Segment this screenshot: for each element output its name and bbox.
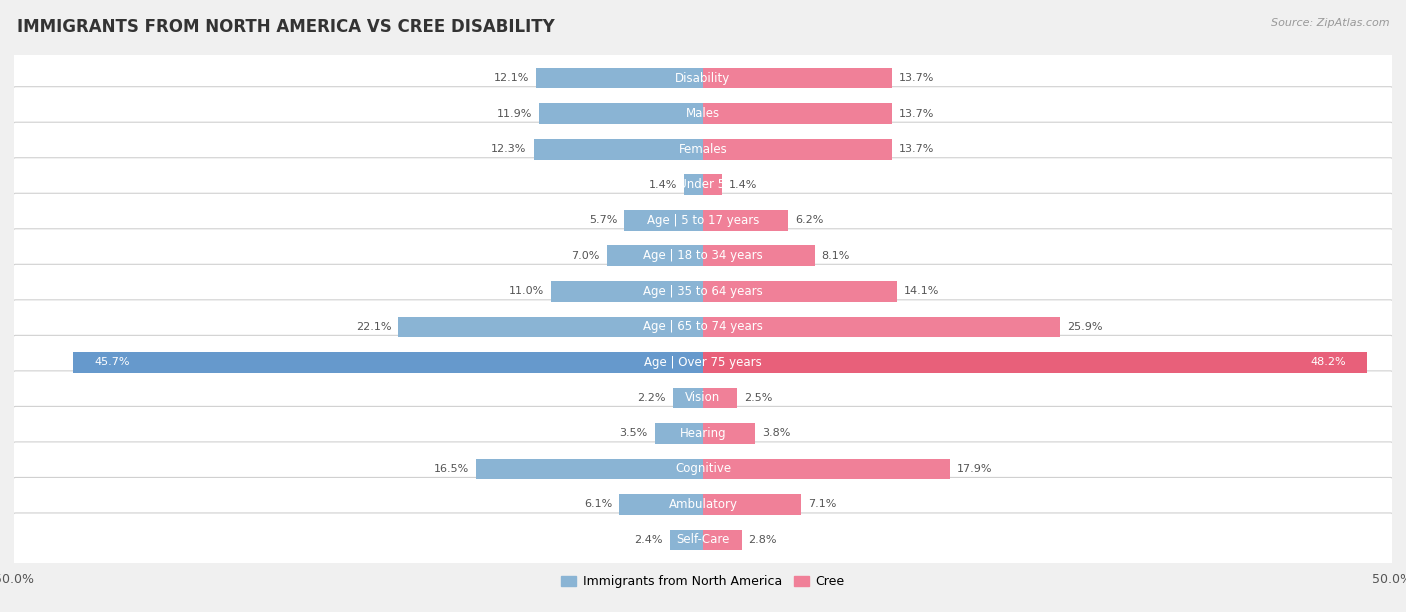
Text: 2.4%: 2.4% xyxy=(634,535,664,545)
Bar xyxy=(655,423,703,444)
Bar xyxy=(703,316,1060,337)
FancyBboxPatch shape xyxy=(11,229,1395,283)
Text: 45.7%: 45.7% xyxy=(94,357,129,367)
Bar xyxy=(703,387,738,408)
Text: 13.7%: 13.7% xyxy=(898,73,934,83)
Text: 22.1%: 22.1% xyxy=(356,322,392,332)
FancyBboxPatch shape xyxy=(11,513,1395,567)
Text: 6.1%: 6.1% xyxy=(583,499,612,509)
Text: Age | Over 75 years: Age | Over 75 years xyxy=(644,356,762,369)
Text: 11.9%: 11.9% xyxy=(496,109,531,119)
Text: IMMIGRANTS FROM NORTH AMERICA VS CREE DISABILITY: IMMIGRANTS FROM NORTH AMERICA VS CREE DI… xyxy=(17,18,554,36)
Bar xyxy=(73,352,703,373)
Text: 2.5%: 2.5% xyxy=(744,393,773,403)
Text: 14.1%: 14.1% xyxy=(904,286,939,296)
Bar xyxy=(703,68,891,89)
Text: 13.7%: 13.7% xyxy=(898,109,934,119)
FancyBboxPatch shape xyxy=(11,264,1395,318)
Bar xyxy=(703,494,801,515)
FancyBboxPatch shape xyxy=(11,477,1395,531)
Bar xyxy=(536,68,703,89)
Text: 1.4%: 1.4% xyxy=(730,180,758,190)
Text: 17.9%: 17.9% xyxy=(956,464,993,474)
FancyBboxPatch shape xyxy=(11,406,1395,460)
Text: Males: Males xyxy=(686,107,720,120)
FancyBboxPatch shape xyxy=(11,371,1395,425)
FancyBboxPatch shape xyxy=(11,442,1395,496)
Text: Age | 18 to 34 years: Age | 18 to 34 years xyxy=(643,249,763,263)
Text: Source: ZipAtlas.com: Source: ZipAtlas.com xyxy=(1271,18,1389,28)
Text: Hearing: Hearing xyxy=(679,427,727,440)
Text: Self-Care: Self-Care xyxy=(676,534,730,547)
Text: 16.5%: 16.5% xyxy=(433,464,468,474)
Bar xyxy=(703,281,897,302)
Text: 6.2%: 6.2% xyxy=(796,215,824,225)
Bar xyxy=(703,210,789,231)
FancyBboxPatch shape xyxy=(11,51,1395,105)
Bar xyxy=(703,245,814,266)
Text: Age | Under 5 years: Age | Under 5 years xyxy=(644,178,762,191)
Bar xyxy=(703,139,891,160)
FancyBboxPatch shape xyxy=(11,335,1395,389)
Text: 12.1%: 12.1% xyxy=(494,73,530,83)
Bar xyxy=(672,387,703,408)
Text: 3.8%: 3.8% xyxy=(762,428,790,438)
Text: 2.2%: 2.2% xyxy=(637,393,666,403)
Bar xyxy=(703,103,891,124)
Bar xyxy=(703,352,1367,373)
Bar xyxy=(475,458,703,479)
Bar xyxy=(669,529,703,550)
Text: 1.4%: 1.4% xyxy=(648,180,676,190)
Text: 48.2%: 48.2% xyxy=(1310,357,1347,367)
FancyBboxPatch shape xyxy=(11,122,1395,176)
Text: Age | 5 to 17 years: Age | 5 to 17 years xyxy=(647,214,759,227)
Bar xyxy=(619,494,703,515)
Text: 13.7%: 13.7% xyxy=(898,144,934,154)
Text: 12.3%: 12.3% xyxy=(491,144,527,154)
Bar xyxy=(703,423,755,444)
Bar xyxy=(703,458,949,479)
Bar xyxy=(533,139,703,160)
Text: 5.7%: 5.7% xyxy=(589,215,617,225)
Bar xyxy=(538,103,703,124)
Legend: Immigrants from North America, Cree: Immigrants from North America, Cree xyxy=(557,570,849,594)
Text: 7.0%: 7.0% xyxy=(571,251,599,261)
Bar xyxy=(624,210,703,231)
FancyBboxPatch shape xyxy=(11,300,1395,354)
Bar xyxy=(703,529,741,550)
Text: Females: Females xyxy=(679,143,727,155)
Text: Vision: Vision xyxy=(685,391,721,405)
Text: Cognitive: Cognitive xyxy=(675,463,731,476)
Bar xyxy=(551,281,703,302)
Text: Age | 65 to 74 years: Age | 65 to 74 years xyxy=(643,320,763,334)
Text: Age | 35 to 64 years: Age | 35 to 64 years xyxy=(643,285,763,298)
Bar xyxy=(398,316,703,337)
Text: Disability: Disability xyxy=(675,72,731,84)
FancyBboxPatch shape xyxy=(11,158,1395,212)
Text: 7.1%: 7.1% xyxy=(807,499,837,509)
Text: 2.8%: 2.8% xyxy=(748,535,778,545)
Text: 8.1%: 8.1% xyxy=(821,251,849,261)
FancyBboxPatch shape xyxy=(11,193,1395,247)
Bar xyxy=(703,174,723,195)
Text: 25.9%: 25.9% xyxy=(1067,322,1102,332)
FancyBboxPatch shape xyxy=(11,87,1395,141)
Text: 3.5%: 3.5% xyxy=(620,428,648,438)
Text: Ambulatory: Ambulatory xyxy=(668,498,738,511)
Bar xyxy=(683,174,703,195)
Bar xyxy=(606,245,703,266)
Text: 11.0%: 11.0% xyxy=(509,286,544,296)
